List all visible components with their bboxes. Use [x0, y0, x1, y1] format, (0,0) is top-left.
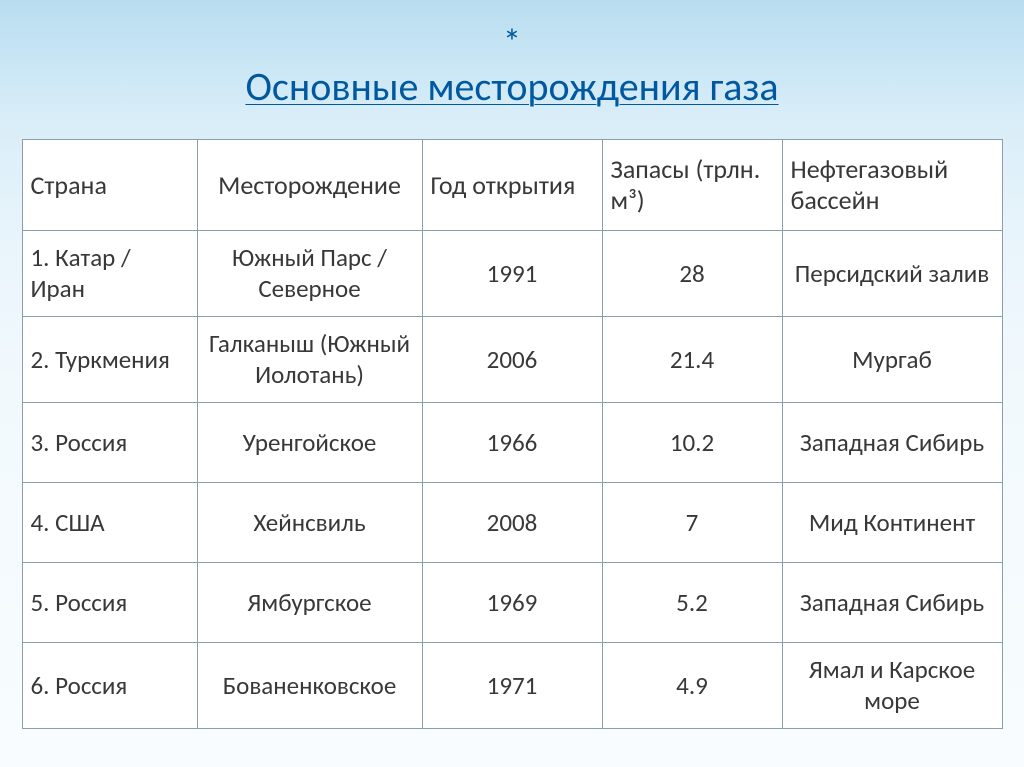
cell-year: 2008	[422, 483, 602, 563]
title-asterisk: *	[0, 24, 1024, 60]
cell-country: 2. Туркмения	[22, 317, 197, 403]
cell-reserves: 21.4	[602, 317, 782, 403]
cell-deposit: Хейнсвиль	[197, 483, 422, 563]
cell-country: 3. Россия	[22, 403, 197, 483]
table-row: 4. США Хейнсвиль 2008 7 Мид Континент	[22, 483, 1002, 563]
cell-country: 6. Россия	[22, 643, 197, 729]
gas-deposits-table: Страна Месторождение Год открытия Запасы…	[22, 139, 1003, 729]
cell-year: 1991	[422, 231, 602, 317]
cell-basin: Мид Континент	[782, 483, 1002, 563]
cell-reserves: 4.9	[602, 643, 782, 729]
cell-year: 1966	[422, 403, 602, 483]
cell-country: 4. США	[22, 483, 197, 563]
cell-year: 1971	[422, 643, 602, 729]
cell-basin: Западная Сибирь	[782, 563, 1002, 643]
cell-basin: Мургаб	[782, 317, 1002, 403]
col-country: Страна	[22, 140, 197, 231]
cell-country: 1. Катар / Иран	[22, 231, 197, 317]
page-title: Основные месторождения газа	[245, 62, 778, 111]
table-row: 1. Катар / Иран Южный Парс / Северное 19…	[22, 231, 1002, 317]
table-row: 2. Туркмения Галканыш (Южный Иолотань) 2…	[22, 317, 1002, 403]
cell-deposit: Галканыш (Южный Иолотань)	[197, 317, 422, 403]
cell-basin: Персидский залив	[782, 231, 1002, 317]
cell-year: 2006	[422, 317, 602, 403]
table-row: 5. Россия Ямбургское 1969 5.2 Западная С…	[22, 563, 1002, 643]
col-year: Год открытия	[422, 140, 602, 231]
table-row: 3. Россия Уренгойское 1966 10.2 Западная…	[22, 403, 1002, 483]
cell-reserves: 5.2	[602, 563, 782, 643]
table-header-row: Страна Месторождение Год открытия Запасы…	[22, 140, 1002, 231]
cell-deposit: Уренгойское	[197, 403, 422, 483]
cell-basin: Ямал и Карское море	[782, 643, 1002, 729]
col-deposit: Месторождение	[197, 140, 422, 231]
col-basin: Нефтегазовый бассейн	[782, 140, 1002, 231]
table-row: 6. Россия Бованенковское 1971 4.9 Ямал и…	[22, 643, 1002, 729]
cell-country: 5. Россия	[22, 563, 197, 643]
slide-title-block: * Основные месторождения газа	[0, 0, 1024, 131]
cell-deposit: Бованенковское	[197, 643, 422, 729]
cell-basin: Западная Сибирь	[782, 403, 1002, 483]
cell-reserves: 28	[602, 231, 782, 317]
col-reserves: Запасы (трлн. м³)	[602, 140, 782, 231]
cell-reserves: 7	[602, 483, 782, 563]
cell-deposit: Южный Парс / Северное	[197, 231, 422, 317]
cell-reserves: 10.2	[602, 403, 782, 483]
cell-deposit: Ямбургское	[197, 563, 422, 643]
cell-year: 1969	[422, 563, 602, 643]
